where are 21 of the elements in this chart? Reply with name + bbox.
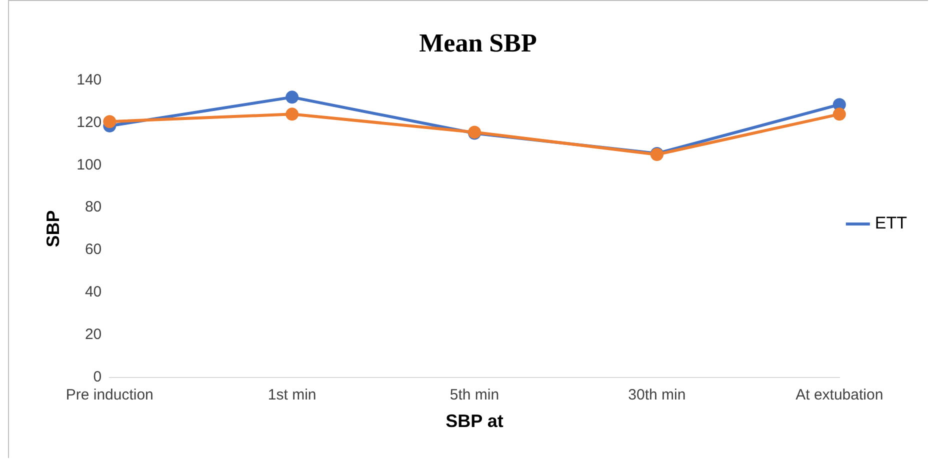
x-tick-label: 5th min bbox=[450, 386, 500, 404]
y-tick-label: 140 bbox=[76, 71, 102, 88]
point bbox=[286, 90, 299, 104]
x-tick-label: At extubation bbox=[796, 386, 884, 404]
y-axis-title: SBP bbox=[42, 210, 63, 248]
x-tick-label: Pre induction bbox=[66, 386, 154, 404]
y-tick-label: 20 bbox=[84, 326, 102, 344]
point bbox=[832, 108, 846, 121]
x-tick-label: 1st min bbox=[268, 386, 316, 404]
x-tick-label: 30th min bbox=[628, 386, 686, 404]
point bbox=[103, 115, 116, 128]
y-tick-label: 0 bbox=[93, 368, 102, 386]
chart-title: Mean SBP bbox=[419, 28, 537, 58]
y-tick-label: 100 bbox=[76, 156, 102, 174]
y-tick-label: 120 bbox=[76, 114, 102, 131]
point bbox=[286, 108, 299, 121]
y-tick-label: 80 bbox=[84, 198, 102, 216]
x-axis-title: SBP at bbox=[446, 411, 504, 432]
y-tick-label: 60 bbox=[84, 241, 102, 258]
legend-label: ETT bbox=[874, 214, 907, 233]
y-tick-label: 40 bbox=[84, 284, 102, 301]
